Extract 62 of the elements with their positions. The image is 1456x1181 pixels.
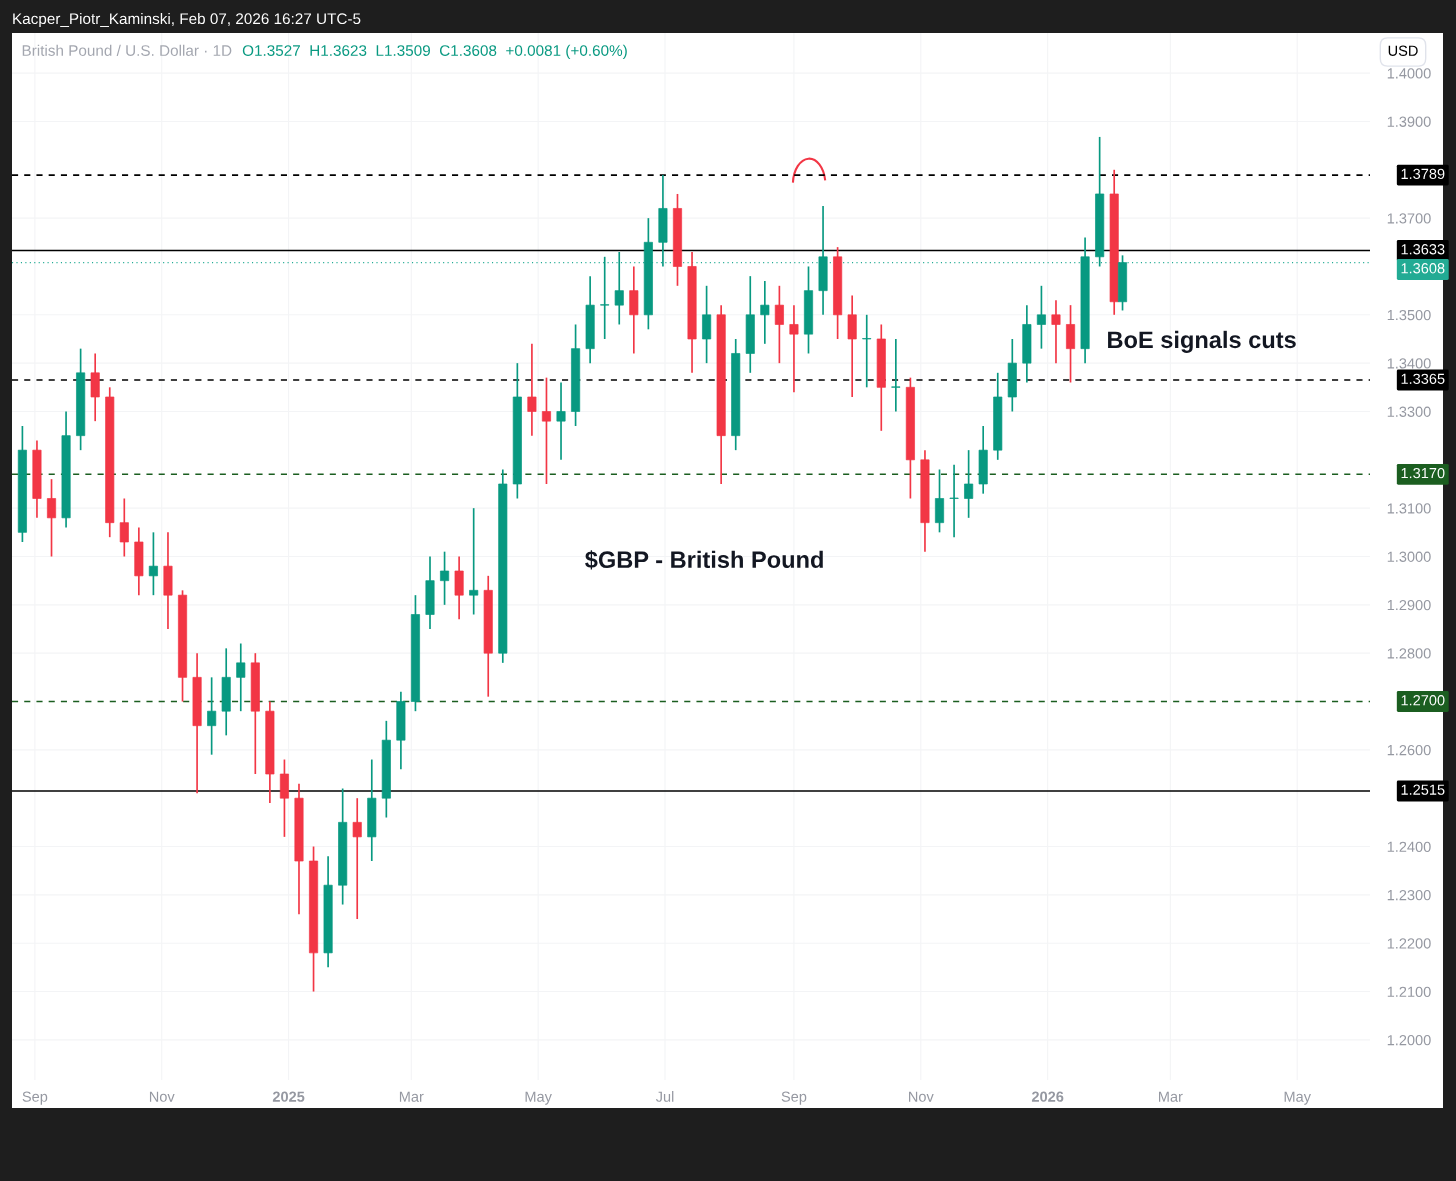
text: USD [1388, 45, 1418, 56]
candlestick [207, 676, 217, 756]
candlestick [47, 478, 57, 558]
candlestick [614, 251, 624, 326]
candlestick [789, 304, 799, 393]
text: British Pound / U.S. Dollar · 1D [22, 44, 232, 56]
candlestick [148, 531, 158, 597]
y-tick-label: 1.2000 [1387, 1034, 1431, 1046]
annotation: BoE signals cuts [1108, 330, 1296, 353]
y-tick-label: 1.2200 [1387, 938, 1431, 949]
x-tick-label: Nov [909, 1091, 934, 1102]
ref-line-label: 1.2700 [1401, 695, 1445, 706]
y-tick-label: 1.2300 [1387, 889, 1431, 901]
candlestick [469, 507, 479, 616]
candlestick [440, 550, 450, 606]
annotation: $GBP - British Pound [585, 550, 823, 570]
ref-line-label: 1.3365 [1401, 373, 1445, 384]
candlestick [352, 797, 362, 920]
candlestick [891, 338, 901, 413]
y-tick-label: 1.2400 [1387, 841, 1431, 852]
x-tick-label: May [1284, 1091, 1311, 1105]
x-tick-label: Mar [399, 1091, 424, 1102]
candlestick [556, 381, 566, 461]
y-tick-label: 1.2800 [1387, 648, 1431, 659]
candlestick [119, 497, 129, 558]
ref-line-label: 1.3633 [1401, 244, 1445, 255]
candlestick [541, 376, 551, 485]
ref-line-label: 1.3608 [1401, 263, 1445, 274]
y-tick-label: 1.3700 [1387, 213, 1431, 224]
candlestick [774, 284, 784, 364]
y-tick-label: 1.3900 [1387, 116, 1431, 127]
annotation: O1.3527 H1.3623 L1.3509 C1.3608 +0.0081 (+0.60%) [242, 44, 627, 59]
y-tick-label: 1.2600 [1387, 744, 1431, 756]
y-tick-label: 1.3500 [1387, 309, 1431, 321]
ref-line-label: 1.3170 [1401, 467, 1445, 479]
x-tick-label: Sep [781, 1091, 807, 1105]
y-tick-label: 1.3300 [1387, 406, 1431, 417]
x-tick-label: 2025 [272, 1091, 305, 1102]
chart-subtitle: Kacper_Piotr_Kaminski, Feb 07, 2026 16:27 UTC-5 [13, 12, 361, 28]
y-tick-label: 1.3400 [1387, 358, 1431, 369]
x-tick-label: May [525, 1091, 552, 1105]
x-tick-label: Mar [1159, 1091, 1183, 1102]
candlestick [600, 255, 610, 340]
x-tick-label: Jul [655, 1091, 674, 1102]
y-tick-label: 1.2900 [1387, 599, 1431, 611]
candlestick [1036, 284, 1046, 350]
candlestick [1051, 299, 1061, 364]
candlestick [527, 342, 537, 437]
candlestick [964, 449, 974, 519]
x-tick-label: Sep [22, 1091, 48, 1105]
candlestick [760, 280, 770, 345]
y-tick-label: 1.4000 [1387, 68, 1431, 79]
y-tick-label: 1.3000 [1387, 551, 1431, 562]
x-tick-label: 2026 [1031, 1091, 1064, 1102]
ref-line-label: 1.2515 [1401, 784, 1445, 795]
candlestick [949, 463, 959, 538]
y-tick-label: 1.3100 [1387, 503, 1431, 514]
candlestick [236, 642, 246, 713]
ref-line-label: 1.3789 [1401, 168, 1445, 180]
y-tick-label: 1.2100 [1387, 986, 1431, 997]
candlestick [862, 313, 872, 389]
x-tick-label: Nov [149, 1091, 175, 1102]
